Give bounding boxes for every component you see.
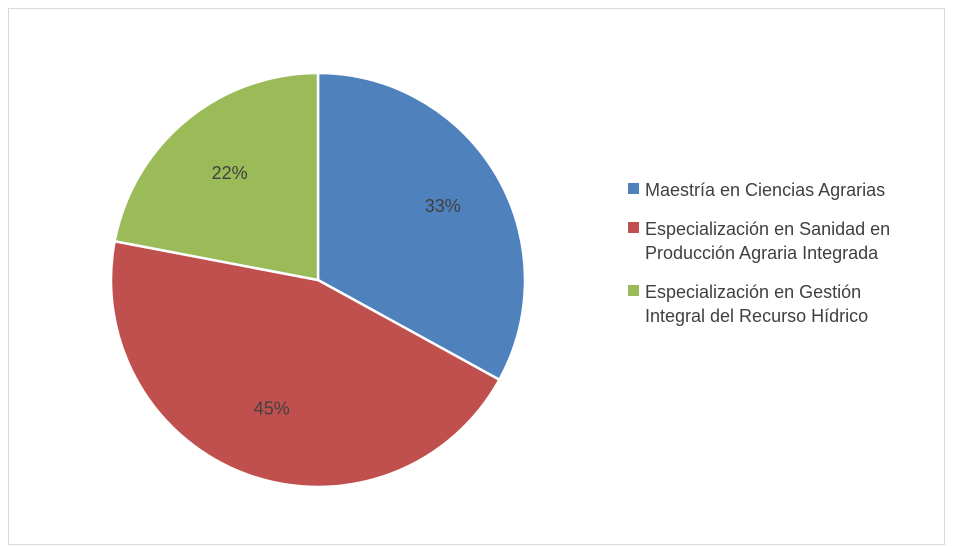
legend: Maestría en Ciencias Agrarias Especializ… bbox=[628, 178, 948, 343]
legend-label-sanidad: Especialización en Sanidad en Producción… bbox=[645, 219, 891, 263]
legend-item-maestria: Maestría en Ciencias Agrarias bbox=[628, 178, 948, 202]
legend-label-maestria: Maestría en Ciencias Agrarias bbox=[645, 180, 886, 200]
legend-item-recurso-hidrico: Especialización en Gestión Integral del … bbox=[628, 280, 948, 328]
legend-swatch-maestria bbox=[628, 183, 639, 194]
slice-sanidad bbox=[109, 239, 501, 489]
data-label-sanidad: 45% bbox=[254, 399, 290, 419]
data-label-recurso-hidrico: 22% bbox=[212, 163, 248, 183]
slice-maestria bbox=[316, 71, 527, 381]
legend-swatch-sanidad bbox=[628, 222, 639, 233]
slice-recurso-hidrico bbox=[113, 71, 320, 282]
legend-label-recurso-hidrico: Especialización en Gestión Integral del … bbox=[645, 282, 869, 326]
legend-item-sanidad: Especialización en Sanidad en Producción… bbox=[628, 217, 948, 265]
data-label-maestria: 33% bbox=[425, 196, 461, 216]
legend-swatch-recurso-hidrico bbox=[628, 285, 639, 296]
